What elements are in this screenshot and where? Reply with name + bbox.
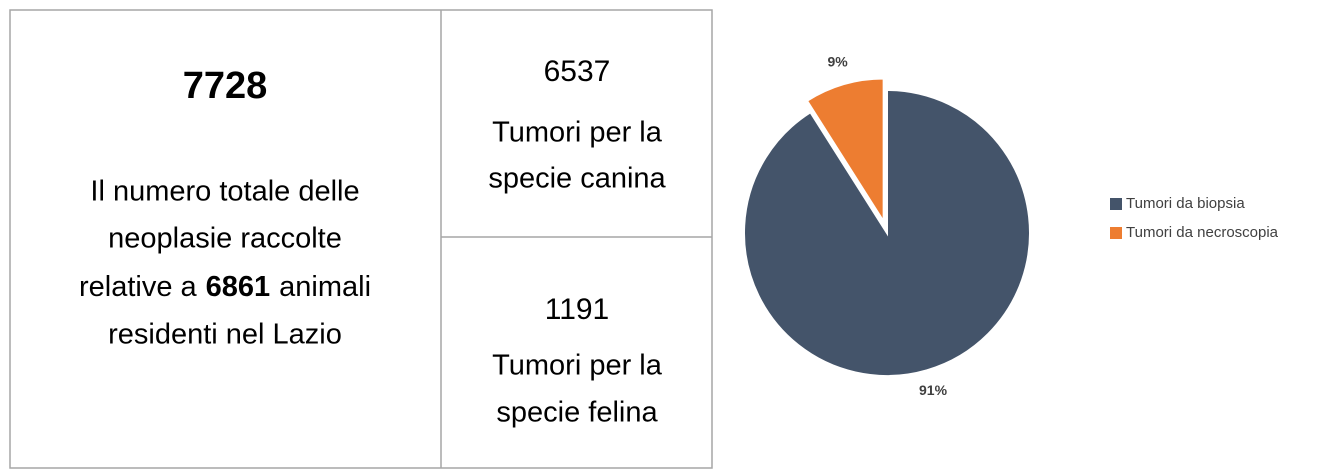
description-line: neoplasie raccolte xyxy=(108,223,342,255)
description-text: relative a xyxy=(79,271,198,303)
canine-label: specie canina xyxy=(488,163,666,195)
description-line: residenti nel Lazio xyxy=(108,319,342,351)
data-label: 9% xyxy=(828,54,849,70)
info-table xyxy=(9,9,713,469)
pie-slice xyxy=(805,77,885,225)
legend-label: Tumori da biopsia xyxy=(1126,195,1245,212)
data-label: 91% xyxy=(919,382,948,398)
description-line: relative a 6861 animali xyxy=(79,271,371,303)
legend-swatch xyxy=(1110,227,1122,239)
legend-label: Tumori da necroscopia xyxy=(1126,224,1279,241)
pie-slice xyxy=(743,88,1031,377)
description-line: Il numero totale delle xyxy=(90,176,359,208)
feline-label: specie felina xyxy=(496,397,658,429)
canine-count: 6537 xyxy=(544,55,611,88)
feline-count: 1191 xyxy=(545,293,610,326)
feline-label: Tumori per la xyxy=(492,350,663,382)
canine-label: Tumori per la xyxy=(492,117,663,149)
legend-swatch xyxy=(1110,198,1122,210)
total-count: 7728 xyxy=(183,65,268,107)
table-border xyxy=(9,9,713,469)
description-text: animali xyxy=(279,271,371,303)
animals-count: 6861 xyxy=(206,271,271,303)
